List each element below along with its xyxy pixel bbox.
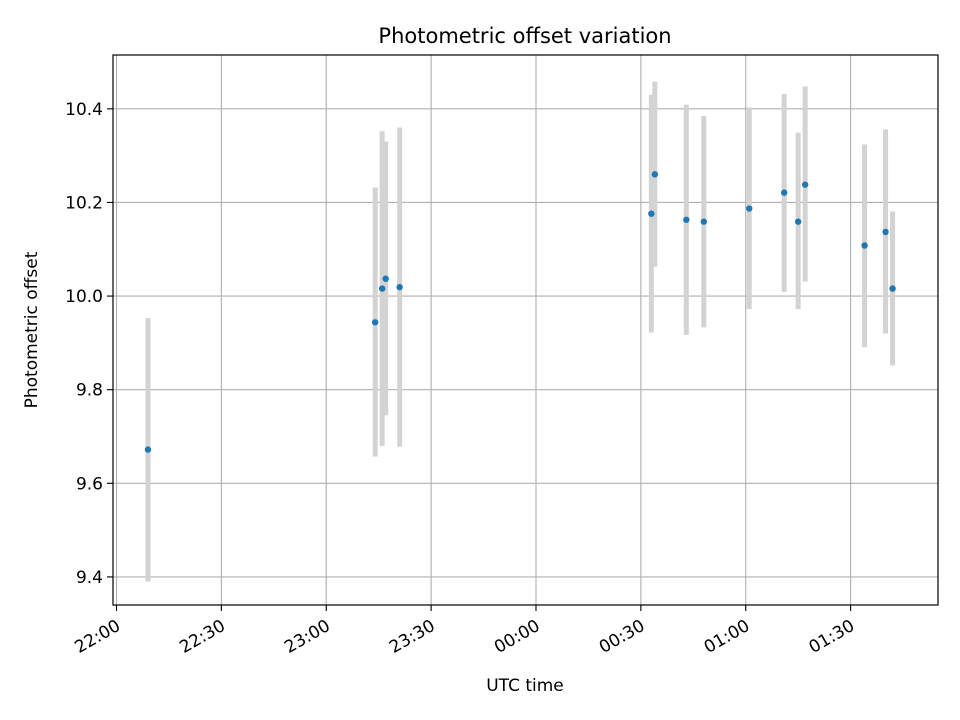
x-tick-label: 00:00 — [491, 616, 543, 658]
y-tick-label: 9.4 — [76, 568, 103, 588]
x-tick-label: 22:30 — [176, 616, 228, 658]
data-point — [700, 218, 707, 225]
data-point — [746, 205, 753, 212]
y-axis-ticks: 9.4 9.6 9.8 10.0 10.2 10.4 — [65, 100, 113, 588]
y-tick-label: 10.4 — [65, 100, 103, 120]
x-tick-label: 23:00 — [281, 616, 333, 658]
data-point — [861, 242, 868, 249]
data-point — [382, 275, 389, 282]
x-tick-label: 01:00 — [701, 616, 753, 658]
data-point — [801, 181, 809, 188]
x-tick-label: 00:30 — [596, 616, 648, 658]
data-point — [889, 285, 896, 292]
x-axis-title: UTC time — [486, 676, 564, 696]
error-bars — [145, 81, 896, 582]
data-point — [882, 228, 889, 236]
grid-lines — [113, 55, 938, 605]
data-point — [396, 283, 403, 291]
data-point — [371, 319, 379, 326]
data-point — [794, 218, 802, 225]
data-point — [378, 285, 386, 292]
data-point — [144, 446, 152, 453]
x-axis-ticks: 22:00 22:30 23:00 23:30 00:00 00:30 01:00 01:30 — [72, 605, 858, 658]
data-point — [780, 189, 788, 196]
y-tick-label: 10.0 — [65, 287, 103, 307]
data-point — [648, 210, 655, 217]
y-tick-label: 9.8 — [76, 381, 103, 401]
data-points — [144, 171, 896, 453]
x-tick-label: 23:30 — [386, 616, 438, 658]
x-tick-label: 01:30 — [806, 616, 858, 658]
y-tick-label: 9.6 — [76, 474, 103, 494]
data-point — [683, 216, 690, 223]
y-tick-label: 10.2 — [65, 193, 103, 213]
y-axis-title: Photometric offset — [22, 251, 42, 408]
x-tick-label: 22:00 — [72, 616, 124, 658]
data-point — [651, 171, 659, 178]
plot-area-frame — [112, 54, 939, 606]
chart-title: Photometric offset variation — [378, 24, 671, 48]
